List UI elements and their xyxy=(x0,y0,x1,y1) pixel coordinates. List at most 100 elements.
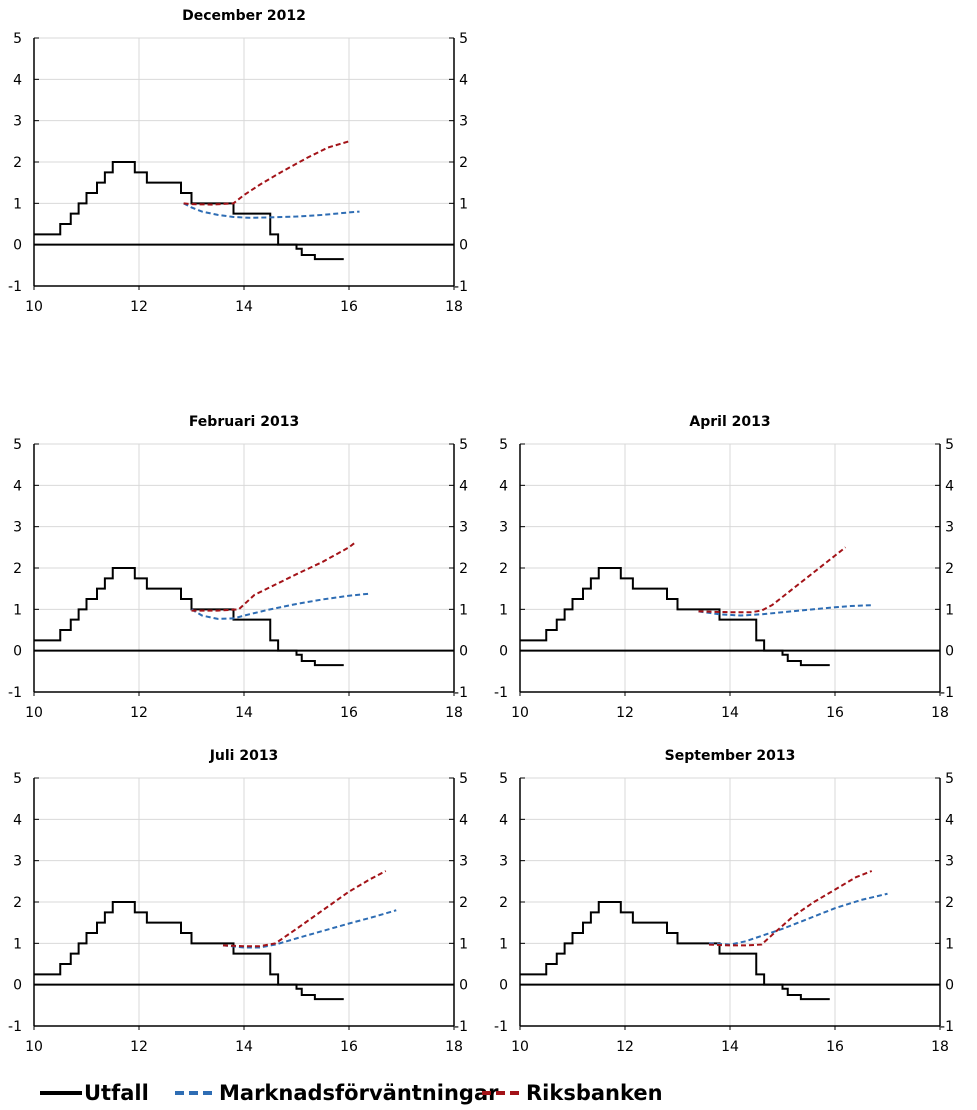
chart-panel: Februari 2013-1 -10 01 12 23 34 45 510 12 14 16 18 xyxy=(8,414,468,721)
x-tick-label: 12 xyxy=(130,705,148,721)
y-tick-label-right: 3 xyxy=(945,854,954,870)
y-tick-label-right: -1 xyxy=(454,685,468,701)
y-tick-label-right: -1 xyxy=(940,1019,954,1035)
series-line-riksbanken xyxy=(222,870,387,948)
y-tick-label-left: 1 xyxy=(13,602,22,618)
x-tick-label: 16 xyxy=(340,1039,358,1055)
y-tick-label-right: 5 xyxy=(945,771,954,787)
y-tick-label-left: 5 xyxy=(13,31,22,47)
y-tick-label-left: 3 xyxy=(13,520,22,536)
x-tick-label: 16 xyxy=(826,705,844,721)
series-line-riksbanken xyxy=(698,546,847,614)
panel-title: September 2013 xyxy=(665,748,796,764)
y-tick-label-right: 5 xyxy=(459,437,468,453)
y-tick-label-left: 2 xyxy=(13,155,22,171)
panel-title: April 2013 xyxy=(689,414,770,430)
y-tick-label-right: -1 xyxy=(940,685,954,701)
y-tick-label-left: 1 xyxy=(499,936,508,952)
y-tick-label-right: 5 xyxy=(945,437,954,453)
y-tick-label-left: 4 xyxy=(499,812,508,828)
x-tick-label: 18 xyxy=(445,1039,463,1055)
y-tick-label-right: 3 xyxy=(459,114,468,130)
series-line-utfall xyxy=(34,901,344,1001)
y-tick-label-right: -1 xyxy=(454,1019,468,1035)
y-tick-label-right: 3 xyxy=(945,520,954,536)
y-tick-label-right: 4 xyxy=(459,478,468,494)
y-tick-label-left: -1 xyxy=(494,1019,508,1035)
panel-title: Juli 2013 xyxy=(209,748,279,764)
series-line-utfall xyxy=(520,901,830,1001)
x-tick-label: 16 xyxy=(340,299,358,315)
x-tick-label: 14 xyxy=(235,1039,253,1055)
legend: Utfall Marknadsförväntningar Riksbanken xyxy=(40,1081,663,1105)
legend-label: Marknadsförväntningar xyxy=(219,1081,499,1105)
y-tick-label-left: 0 xyxy=(499,644,508,660)
y-tick-label-left: 0 xyxy=(499,978,508,994)
y-tick-label-left: 5 xyxy=(499,437,508,453)
y-tick-label-left: 2 xyxy=(499,561,508,577)
y-tick-label-right: 0 xyxy=(945,978,954,994)
y-tick-label-left: 2 xyxy=(13,895,22,911)
legend-label: Utfall xyxy=(84,1081,149,1105)
y-tick-label-right: 4 xyxy=(459,72,468,88)
y-tick-label-left: 0 xyxy=(13,978,22,994)
y-tick-label-left: 3 xyxy=(499,520,508,536)
panel-title: December 2012 xyxy=(182,8,306,24)
y-tick-label-left: 3 xyxy=(13,854,22,870)
x-tick-label: 12 xyxy=(616,1039,634,1055)
y-tick-label-left: 2 xyxy=(13,561,22,577)
chart-panel: December 2012-1 -10 01 12 23 34 45 510 12 14 16 18 xyxy=(8,8,468,315)
x-tick-label: 10 xyxy=(25,1039,43,1055)
series-line-utfall xyxy=(520,567,830,667)
y-tick-label-right: 3 xyxy=(459,520,468,536)
series-line-utfall xyxy=(34,567,344,667)
y-tick-label-right: 2 xyxy=(945,561,954,577)
y-tick-label-left: 4 xyxy=(13,72,22,88)
y-tick-label-right: 1 xyxy=(459,196,468,212)
y-tick-label-left: -1 xyxy=(494,685,508,701)
y-tick-label-right: 4 xyxy=(945,478,954,494)
y-tick-label-right: 2 xyxy=(459,155,468,171)
x-tick-label: 14 xyxy=(235,299,253,315)
x-tick-label: 18 xyxy=(931,705,949,721)
y-tick-label-right: -1 xyxy=(454,279,468,295)
y-tick-label-right: 5 xyxy=(459,771,468,787)
y-tick-label-left: 3 xyxy=(13,114,22,130)
x-tick-label: 18 xyxy=(445,705,463,721)
x-tick-label: 14 xyxy=(721,1039,739,1055)
y-tick-label-right: 1 xyxy=(459,602,468,618)
y-tick-label-left: 5 xyxy=(499,771,508,787)
y-tick-label-left: -1 xyxy=(8,1019,22,1035)
y-tick-label-left: 4 xyxy=(13,812,22,828)
y-tick-label-right: 1 xyxy=(945,602,954,618)
y-tick-label-right: 3 xyxy=(459,854,468,870)
y-tick-label-right: 5 xyxy=(459,31,468,47)
y-tick-label-left: 0 xyxy=(13,644,22,660)
y-tick-label-right: 1 xyxy=(945,936,954,952)
legend-label: Riksbanken xyxy=(526,1081,663,1105)
x-tick-label: 10 xyxy=(25,299,43,315)
x-tick-label: 10 xyxy=(511,705,529,721)
y-tick-label-right: 0 xyxy=(459,644,468,660)
chart-panel: Juli 2013-1 -10 01 12 23 34 45 510 12 14 16 18 xyxy=(8,748,468,1055)
y-tick-label-left: 1 xyxy=(499,602,508,618)
y-tick-label-left: 3 xyxy=(499,854,508,870)
x-tick-label: 14 xyxy=(721,705,739,721)
x-tick-label: 16 xyxy=(340,705,358,721)
y-tick-label-left: 4 xyxy=(499,478,508,494)
y-tick-label-left: 4 xyxy=(13,478,22,494)
y-tick-label-left: 5 xyxy=(13,771,22,787)
y-tick-label-right: 0 xyxy=(459,978,468,994)
chart-panel: April 2013-1 -10 01 12 23 34 45 510 12 14 16 18 xyxy=(494,414,954,721)
series-line-marknadsf-rv-ntningar xyxy=(183,202,360,219)
y-tick-label-left: 0 xyxy=(13,238,22,254)
x-tick-label: 10 xyxy=(511,1039,529,1055)
series-line-marknadsf-rv-ntningar xyxy=(222,909,397,949)
series-line-riksbanken xyxy=(183,140,350,206)
x-tick-label: 14 xyxy=(235,705,253,721)
y-tick-label-right: 1 xyxy=(459,936,468,952)
series-line-marknadsf-rv-ntningar xyxy=(698,604,872,617)
y-tick-label-right: 2 xyxy=(459,895,468,911)
series-line-riksbanken xyxy=(191,542,355,612)
